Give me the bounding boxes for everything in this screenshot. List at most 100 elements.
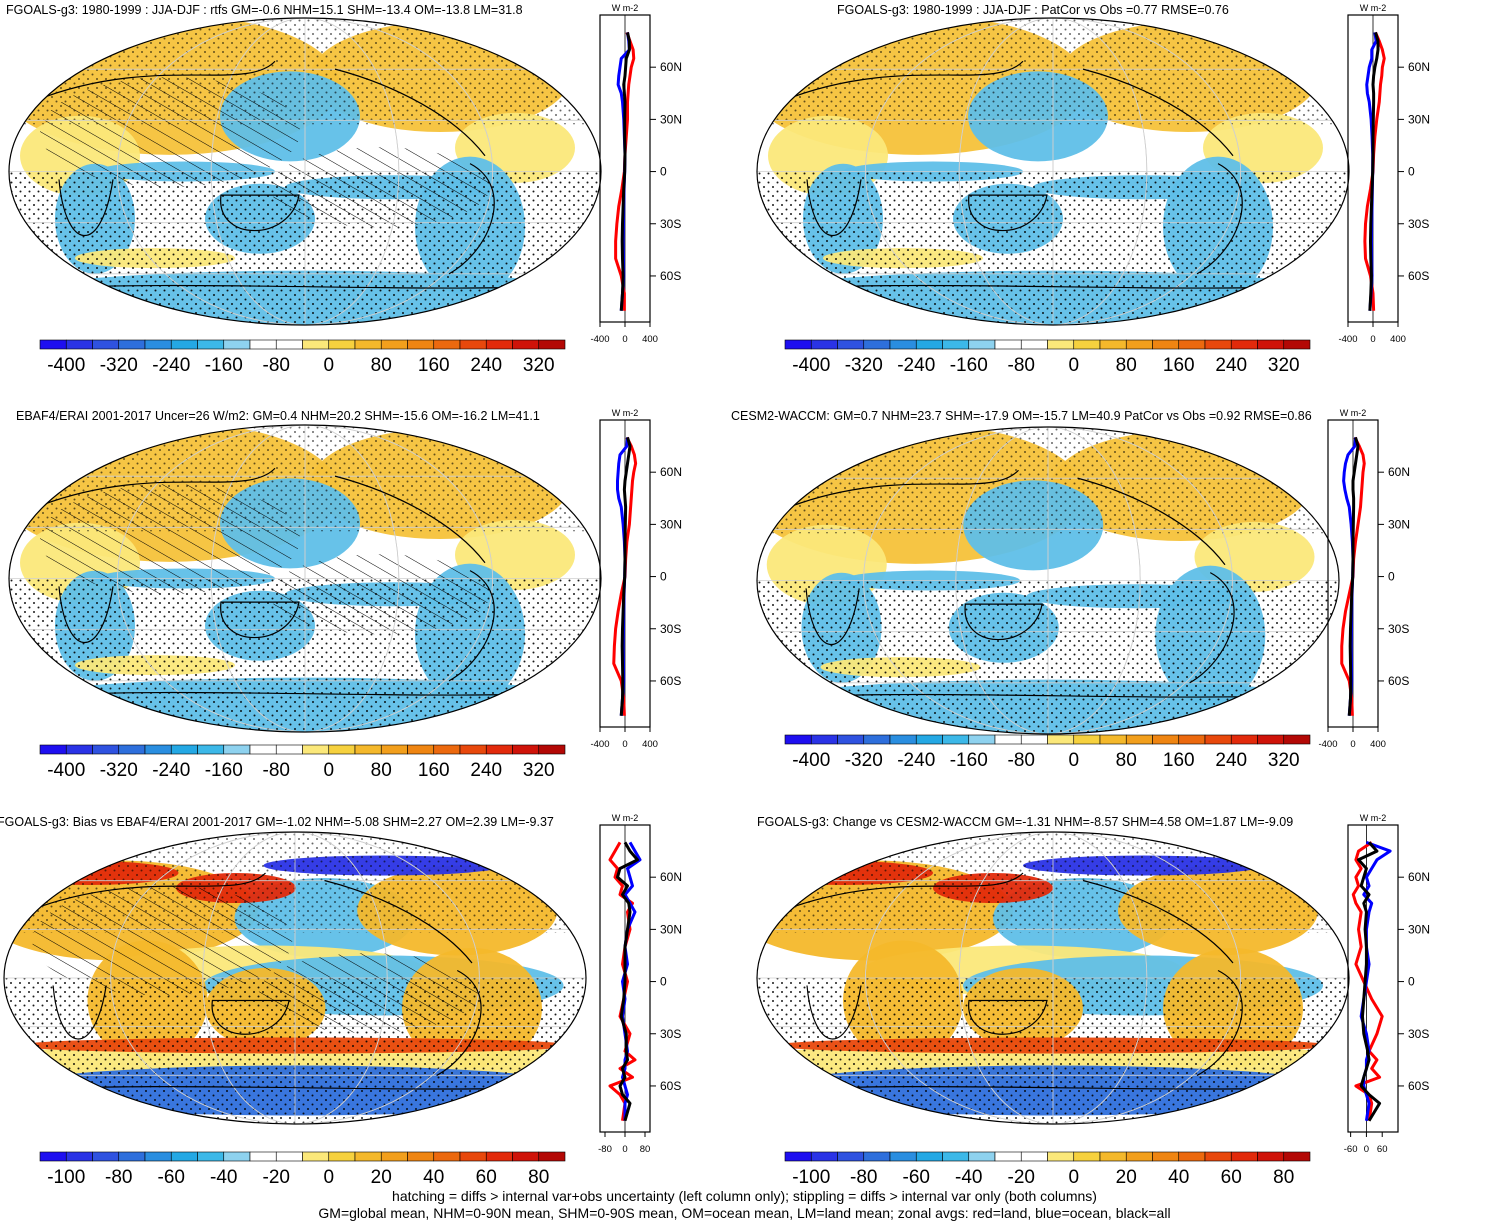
lat-tick-label: 60S	[660, 269, 681, 283]
colorbar-tick-label: 160	[1163, 750, 1195, 771]
colorbar-tick-label: 240	[470, 760, 502, 781]
colorbar-4: -400-320-240-160-80080160240320400	[775, 733, 1320, 773]
map-6	[753, 828, 1353, 1128]
colorbar-1: -400-320-240-160-80080160240320400	[30, 338, 575, 378]
x-tick-label: 0	[1364, 1144, 1369, 1155]
colorbar-swatch	[1048, 1152, 1074, 1161]
colorbar-swatch	[329, 745, 355, 754]
colorbar-swatch	[1021, 1152, 1047, 1161]
colorbar-tick-label: -20	[1008, 1167, 1035, 1188]
colorbar-tick-label: -400	[47, 760, 85, 781]
colorbar-swatch	[1258, 735, 1284, 744]
colorbar-swatch	[1074, 735, 1100, 744]
lat-tick-label: 30N	[660, 517, 682, 531]
colorbar-swatch	[1284, 1152, 1310, 1161]
colorbar-swatch	[943, 1152, 969, 1161]
colorbar-swatch	[1231, 1152, 1257, 1161]
colorbar-swatch	[250, 745, 276, 754]
colorbar-swatch	[1258, 340, 1284, 349]
lat-tick-label: 0	[660, 975, 667, 989]
lat-tick-label: 0	[1408, 975, 1415, 989]
colorbar-swatch	[1100, 340, 1126, 349]
colorbar-swatch	[539, 340, 565, 349]
colorbar-swatch	[40, 340, 66, 349]
colorbar-tick-label: 80	[371, 355, 392, 376]
lat-tick-label: 60S	[1408, 269, 1429, 283]
colorbar-swatch	[1179, 1152, 1205, 1161]
colorbar-swatch	[969, 340, 995, 349]
colorbar-swatch	[198, 745, 224, 754]
colorbar-tick-label: 80	[1116, 355, 1137, 376]
x-tick-label: 0	[622, 334, 627, 345]
colorbar-swatch	[119, 745, 145, 754]
lat-tick-label: 30S	[660, 217, 681, 231]
colorbar-tick-label: -240	[152, 760, 190, 781]
colorbar-swatch	[276, 1152, 302, 1161]
colorbar-tick-label: 320	[523, 355, 555, 376]
colorbar-tick-label: 20	[371, 1167, 392, 1188]
colorbar-tick-label: -100	[47, 1167, 85, 1188]
colorbar-swatch	[1126, 1152, 1152, 1161]
colorbar-swatch	[224, 1152, 250, 1161]
colorbar-swatch	[355, 745, 381, 754]
unit-label: W m-2	[1340, 408, 1367, 418]
colorbar-2: -400-320-240-160-80080160240320400	[775, 338, 1320, 378]
colorbar-swatch	[460, 745, 486, 754]
colorbar-swatch	[1126, 735, 1152, 744]
x-tick-label: -400	[590, 334, 609, 345]
colorbar-swatch	[460, 1152, 486, 1161]
colorbar-swatch	[838, 735, 864, 744]
colorbar-tick-label: 320	[523, 760, 555, 781]
lat-tick-label: 60N	[1408, 60, 1430, 74]
colorbar-swatch	[916, 1152, 942, 1161]
colorbar-tick-label: -160	[205, 355, 243, 376]
unit-label: W m-2	[612, 813, 639, 823]
zonal-line-all	[1370, 32, 1378, 310]
colorbar-swatch	[66, 340, 92, 349]
colorbar-swatch	[1126, 340, 1152, 349]
colorbar-swatch	[355, 1152, 381, 1161]
colorbar-swatch	[1231, 735, 1257, 744]
x-tick-label: 80	[640, 1144, 651, 1155]
lat-tick-label: 60N	[1388, 465, 1410, 479]
zonal-line-all	[1349, 437, 1358, 715]
colorbar-tick-label: 0	[1068, 355, 1079, 376]
lat-tick-label: 60S	[660, 1079, 681, 1093]
lat-tick-label: 0	[660, 570, 667, 584]
colorbar-swatch	[539, 745, 565, 754]
colorbar-tick-label: 0	[323, 760, 334, 781]
colorbar-swatch	[198, 1152, 224, 1161]
colorbar-tick-label: 160	[1163, 355, 1195, 376]
colorbar-5: -100-80-60-40-20020406080100	[30, 1150, 575, 1190]
colorbar-tick-label: -160	[205, 760, 243, 781]
unit-label: W m-2	[1360, 813, 1387, 823]
colorbar-swatch	[381, 1152, 407, 1161]
x-tick-label: 0	[622, 739, 627, 750]
colorbar-tick-label: 160	[418, 355, 450, 376]
colorbar-swatch	[1021, 735, 1047, 744]
colorbar-swatch	[1100, 735, 1126, 744]
colorbar-tick-label: 80	[371, 760, 392, 781]
lat-tick-label: 0	[1408, 165, 1415, 179]
colorbar-tick-label: 0	[1068, 1167, 1079, 1188]
colorbar-swatch	[93, 1152, 119, 1161]
panel-2: FGOALS-g3: 1980-1999 : JJA-DJF : PatCor …	[745, 0, 1489, 400]
colorbar-swatch	[864, 340, 890, 349]
colorbar-swatch	[890, 340, 916, 349]
lat-tick-label: 60N	[660, 60, 682, 74]
footer-line-1: hatching = diffs > internal var+obs unce…	[0, 1188, 1489, 1205]
colorbar-tick-label: 160	[418, 760, 450, 781]
colorbar-swatch	[995, 1152, 1021, 1161]
colorbar-swatch	[486, 1152, 512, 1161]
colorbar-swatch	[40, 1152, 66, 1161]
colorbar-swatch	[995, 340, 1021, 349]
colorbar-swatch	[539, 1152, 565, 1161]
colorbar-tick-label: 60	[476, 1167, 497, 1188]
panel-title: CESM2-WACCM: GM=0.7 NHM=23.7 SHM=-17.9 O…	[731, 409, 1312, 423]
colorbar-tick-label: -80	[1008, 355, 1035, 376]
colorbar-swatch	[1179, 340, 1205, 349]
colorbar-swatch	[785, 340, 811, 349]
colorbar-swatch	[969, 735, 995, 744]
